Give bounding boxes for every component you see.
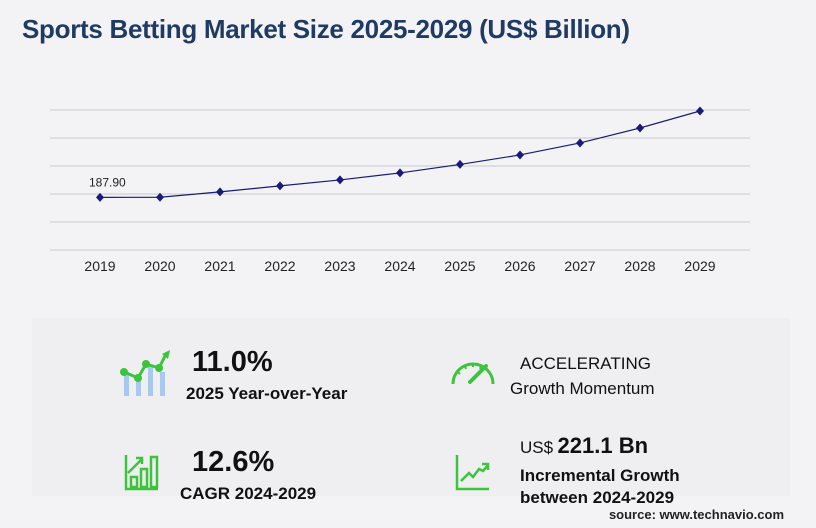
data-point bbox=[636, 123, 644, 133]
x-tick-label: 2028 bbox=[624, 258, 655, 274]
x-tick-label: 2025 bbox=[444, 258, 475, 274]
x-tick-label: 2022 bbox=[264, 258, 295, 274]
data-point bbox=[516, 150, 524, 160]
incremental-prefix: US$ bbox=[520, 438, 554, 457]
speedometer-icon bbox=[451, 362, 495, 385]
data-label: 187.90 bbox=[89, 175, 126, 189]
bar-chart-arrow-icon bbox=[124, 455, 159, 491]
data-point bbox=[396, 168, 404, 178]
bar-line-growth-icon bbox=[120, 350, 170, 396]
x-tick-label: 2024 bbox=[384, 258, 415, 274]
momentum-label: Growth Momentum bbox=[510, 379, 655, 398]
x-tick-label: 2029 bbox=[684, 258, 715, 274]
data-point bbox=[276, 181, 284, 191]
data-point bbox=[336, 175, 344, 185]
yoy-label: 2025 Year-over-Year bbox=[186, 384, 348, 403]
incremental-label-1: Incremental Growth bbox=[520, 466, 680, 485]
yoy-value: 11.0% bbox=[192, 346, 273, 378]
trend-up-chart-icon bbox=[455, 455, 490, 491]
source-text: source: www.technavio.com bbox=[608, 507, 784, 522]
series-line bbox=[99, 110, 701, 198]
momentum-value: ACCELERATING bbox=[520, 354, 651, 373]
data-point bbox=[696, 106, 704, 116]
data-point bbox=[456, 159, 464, 169]
data-point bbox=[96, 192, 104, 202]
data-point bbox=[576, 138, 584, 148]
line-chart: 2019 187.90 2020 2021 2022 2023 2024 2025 2026 20… bbox=[50, 106, 750, 274]
data-point bbox=[156, 192, 164, 202]
chart-title: Sports Betting Market Size 2025-2029 (US… bbox=[22, 14, 630, 44]
incremental-value: 221.1 Bn bbox=[557, 433, 649, 458]
incremental-label-2: between 2024-2029 bbox=[520, 488, 675, 507]
incremental-value-wrap: US$ 221.1 Bn bbox=[520, 433, 648, 459]
x-tick-label: 2027 bbox=[564, 258, 595, 274]
x-tick-label: 2021 bbox=[204, 258, 235, 274]
x-tick-label: 2020 bbox=[144, 258, 175, 274]
x-tick-label: 2026 bbox=[504, 258, 535, 274]
x-tick-label: 2019 bbox=[84, 258, 115, 274]
cagr-value: 12.6% bbox=[192, 446, 275, 478]
cagr-label: CAGR 2024-2029 bbox=[180, 484, 317, 503]
x-tick-label: 2023 bbox=[324, 258, 355, 274]
kpi-panel bbox=[32, 318, 790, 496]
data-point bbox=[216, 187, 224, 197]
